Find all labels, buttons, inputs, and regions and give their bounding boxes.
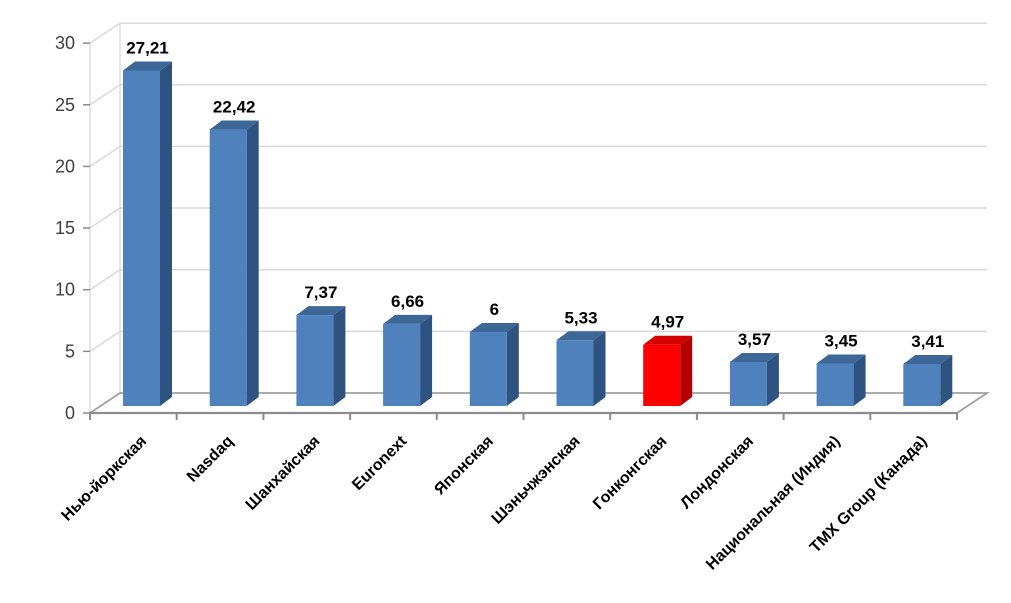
category-label: Нью-йоркская: [58, 433, 150, 525]
bar-side-face: [160, 61, 172, 406]
bar-top-face: [383, 314, 433, 324]
bar-side-face: [333, 306, 346, 406]
bar-value-label: 5,33: [564, 308, 597, 327]
bar-side-face: [246, 120, 259, 406]
bar-value-label: 22,42: [213, 98, 256, 117]
bar: [643, 344, 681, 406]
bar: [903, 363, 941, 406]
category-label: Nasdaq: [184, 433, 237, 486]
bar-value-label: 3,41: [911, 332, 944, 351]
y-tick-label: 25: [55, 95, 75, 115]
bar-value-label: 3,57: [738, 330, 771, 349]
bar-top-face: [816, 354, 866, 364]
gridline: [89, 330, 987, 352]
bar-value-label: 7,37: [304, 283, 337, 302]
bar-top-face: [469, 323, 519, 333]
bar-side-face: [593, 331, 606, 406]
bar-top-face: [556, 331, 606, 341]
gridline: [89, 84, 987, 106]
y-tick-label: 5: [65, 341, 75, 361]
bar: [556, 340, 594, 406]
bar: [209, 129, 247, 406]
bar-top-face: [729, 352, 779, 362]
category-label: Шэньчжэнская: [489, 433, 584, 528]
bar-value-label: 6,66: [391, 292, 424, 311]
bar: [383, 323, 421, 406]
bar-side-face: [680, 335, 693, 406]
bar-value-label: 6: [490, 300, 499, 319]
bar-value-label: 27,21: [126, 39, 169, 58]
y-tick-label: 15: [55, 218, 75, 238]
category-label: Шанхайская: [243, 433, 324, 514]
category-label: Гонконгская: [590, 433, 670, 513]
bar-top-face: [903, 354, 953, 364]
bar-side-face: [853, 354, 866, 406]
bar: [296, 315, 334, 406]
bar-side-face: [766, 352, 779, 406]
bar-side-face: [940, 354, 953, 406]
gridline: [89, 22, 987, 44]
bar: [469, 332, 507, 406]
bar-top-face: [123, 61, 172, 71]
bar-side-face: [420, 314, 433, 406]
y-tick-label: 0: [65, 403, 75, 423]
floor-outline: [89, 392, 990, 414]
bar-top-face: [209, 120, 259, 130]
bar: [123, 70, 160, 406]
category-label: Лондонская: [678, 433, 757, 512]
bar-top-face: [296, 306, 346, 316]
y-tick-label: 30: [55, 33, 75, 53]
y-tick-label: 10: [55, 280, 75, 300]
bar-top-face: [643, 335, 693, 345]
bar-value-label: 4,97: [651, 313, 684, 332]
y-tick-label: 20: [55, 156, 75, 176]
bar: [816, 363, 854, 406]
gridline: [89, 268, 987, 291]
bar-side-face: [506, 323, 519, 406]
bar: [729, 361, 767, 406]
category-label: Euronext: [349, 432, 411, 494]
bar-value-label: 3,45: [825, 331, 858, 350]
gridline: [89, 207, 987, 229]
category-label: Японская: [431, 433, 497, 499]
gridline: [89, 145, 987, 168]
